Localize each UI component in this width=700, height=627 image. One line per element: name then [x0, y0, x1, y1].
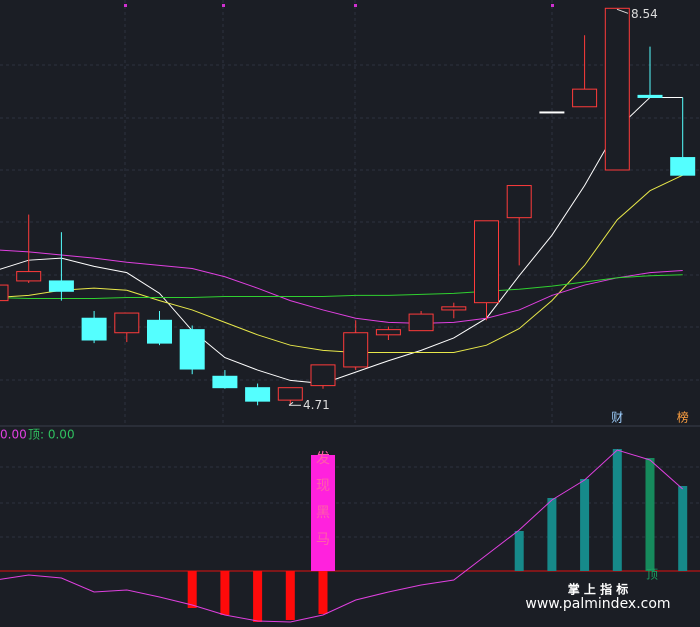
ma-line — [0, 249, 683, 324]
legend-entry: 0.00 — [0, 428, 27, 442]
candle-body — [81, 317, 107, 341]
dot — [354, 4, 357, 7]
histogram-bar — [678, 486, 688, 571]
candle-body — [343, 332, 369, 368]
high-label: 8.54 — [631, 7, 658, 21]
candle-body — [670, 157, 696, 176]
signal-bar — [311, 455, 335, 571]
candle-body — [277, 387, 303, 401]
candle-body — [474, 220, 499, 304]
dot — [222, 4, 225, 7]
signal-text: 发现黑马 — [316, 451, 330, 548]
candle-body — [245, 387, 271, 402]
top-label: 顶 — [646, 568, 658, 582]
candle-body — [147, 319, 172, 344]
candle-body — [179, 329, 205, 370]
candle-body — [408, 313, 434, 332]
arrow — [616, 8, 629, 14]
indicator-line — [0, 449, 684, 623]
candle-body — [310, 364, 336, 387]
candle-body — [441, 306, 467, 311]
histogram-bar — [612, 449, 622, 571]
histogram-bar — [187, 571, 197, 608]
histogram-bar — [547, 498, 557, 571]
candle-body — [0, 284, 9, 302]
histogram-bar — [220, 571, 230, 615]
histogram-bar — [253, 571, 263, 622]
dot — [124, 4, 127, 7]
candle-body — [48, 280, 74, 292]
ma-line — [0, 274, 683, 300]
histogram-bar — [318, 571, 328, 614]
candle-body — [16, 271, 42, 282]
candle-body — [637, 94, 663, 98]
candle-body — [212, 375, 238, 389]
candle-body — [539, 111, 565, 114]
badge: 榜 — [677, 410, 689, 425]
candle-body — [572, 88, 598, 108]
watermark: www.palmindex.com — [525, 596, 670, 612]
dot — [551, 4, 554, 7]
histogram-bar — [285, 571, 295, 620]
ma-line — [0, 96, 683, 385]
legend-entry: 顶: 0.00 — [28, 428, 75, 442]
badge: 财 — [611, 411, 623, 425]
candle-body — [604, 7, 630, 171]
arrow — [288, 401, 294, 406]
candle-body — [506, 185, 532, 219]
watermark: 掌 上 指 标 — [568, 582, 629, 597]
low-label: 4.71 — [303, 398, 330, 412]
histogram-bar — [645, 458, 655, 571]
histogram-bar — [514, 531, 524, 571]
ma-line — [0, 174, 683, 353]
candle-body — [375, 329, 401, 336]
candle-body — [114, 312, 140, 334]
histogram-bar — [580, 479, 590, 571]
